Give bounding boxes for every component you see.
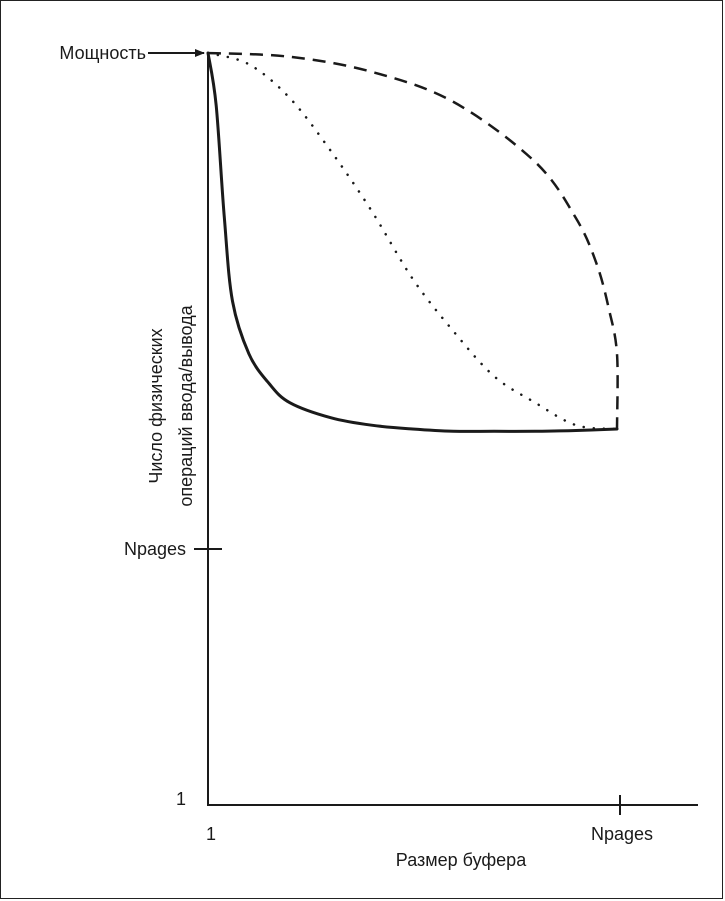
x-axis-label: Размер буфера xyxy=(396,850,527,870)
series-line-dashed xyxy=(207,51,619,430)
y-axis-label-line-1: Число физических xyxy=(146,328,166,483)
y-tick-label-npages: Npages xyxy=(124,539,186,559)
series-layer xyxy=(206,51,619,433)
y-top-annotation: Мощность xyxy=(59,43,146,63)
y-tick-label-1: 1 xyxy=(176,789,186,809)
y-axis-label-line-2: операций ввода/вывода xyxy=(176,304,196,506)
series-line-solid xyxy=(206,51,619,433)
x-tick-label-npages: Npages xyxy=(591,824,653,844)
x-tick-label-1: 1 xyxy=(206,824,216,844)
series-line-dotted xyxy=(206,51,619,431)
